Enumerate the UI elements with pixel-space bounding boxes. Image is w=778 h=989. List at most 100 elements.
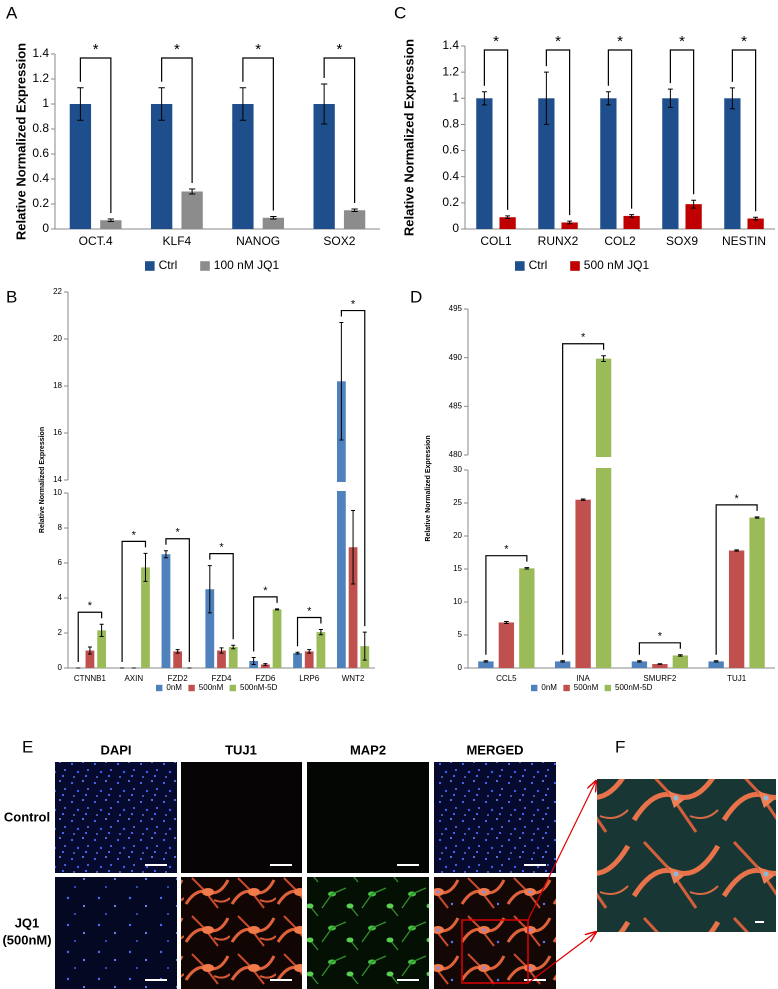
y-tick-label: 495 [449, 304, 463, 313]
y-tick-label: 14 [53, 475, 62, 484]
significance-label: * [504, 544, 509, 556]
significance-bracket [545, 49, 571, 216]
significance-bracket [715, 504, 758, 655]
significance-bracket [483, 49, 509, 210]
bar [313, 104, 335, 229]
y-tick-label: 20 [53, 334, 62, 343]
error-bar [87, 646, 92, 655]
significance-label: * [93, 41, 99, 58]
significance-label: * [351, 298, 356, 310]
micrograph [55, 762, 177, 873]
y-tick-label: 1 [42, 96, 49, 110]
error-bar [524, 567, 530, 570]
x-tick-label: SOX9 [666, 234, 698, 248]
panel-letter: B [6, 287, 17, 306]
significance-label: * [741, 33, 747, 50]
significance-label: * [88, 600, 93, 612]
bar [478, 661, 494, 668]
error-bar [307, 649, 312, 654]
y-axis-label: Relative Normalized Expression [425, 435, 432, 541]
legend-swatch [145, 261, 155, 271]
error-bar [605, 91, 611, 106]
error-bar [175, 649, 180, 654]
bar [708, 661, 724, 668]
x-tick-label: FZD4 [212, 674, 233, 683]
x-tick-label: RUNX2 [538, 234, 579, 248]
legend-swatch [531, 684, 538, 692]
legend-label: 100 nM JQ1 [214, 258, 280, 272]
significance-label: * [132, 529, 137, 541]
bar [161, 554, 171, 668]
significance-bracket [79, 57, 112, 213]
axis-break [462, 457, 775, 468]
y-tick-label: 16 [53, 428, 62, 437]
y-tick-label: 2 [58, 628, 63, 637]
zoom-box [461, 919, 529, 984]
y-tick-label: 1.4 [442, 38, 459, 52]
y-tick-label: 22 [53, 287, 62, 296]
micrograph [307, 762, 429, 873]
legend-label: 500 nM JQ1 [584, 258, 650, 272]
legend-label: Ctrl [159, 258, 178, 272]
significance-bracket [121, 540, 147, 662]
y-tick-label: 485 [449, 401, 463, 410]
bar [685, 204, 702, 229]
significance-bracket [669, 49, 695, 195]
chart: D Relative Normalized Expression 0 5 10 15 20 2… [410, 287, 775, 692]
legend-swatch [200, 261, 210, 271]
bar [600, 98, 617, 230]
y-tick-label: 20 [453, 531, 462, 540]
error-bar [543, 71, 549, 125]
error-bar [734, 549, 739, 552]
bar [69, 104, 92, 229]
x-tick-label: NANOG [236, 234, 280, 248]
significance-label: * [174, 41, 180, 58]
x-tick-label: COL1 [480, 234, 512, 248]
y-tick-label: 0.6 [442, 143, 459, 157]
error-bar [678, 654, 683, 657]
y-tick-label: 0.2 [32, 196, 49, 210]
bar [498, 622, 515, 668]
y-tick-label: 18 [53, 381, 62, 390]
error-bar [270, 216, 277, 220]
x-tick-label: CCL5 [496, 674, 517, 683]
error-bar [629, 214, 635, 218]
y-tick-label: 1.2 [442, 64, 459, 78]
charts: A Relative Normalized Expression 0 0.2 0.4 0.… [6, 3, 775, 692]
error-bar [251, 657, 256, 665]
x-tick-label: NESTIN [722, 234, 766, 248]
bar [747, 218, 764, 229]
y-tick-label: 0.4 [442, 169, 459, 183]
y-tick-label: 0 [452, 221, 459, 235]
error-bar [275, 608, 280, 611]
significance-bracket [731, 49, 757, 212]
x-tick-label: FZD6 [255, 674, 276, 683]
error-bar [351, 208, 358, 212]
bar [150, 104, 173, 229]
y-tick-label: 1 [452, 90, 459, 104]
y-tick-label: 1.4 [32, 46, 49, 60]
bar [672, 655, 689, 668]
chart: A Relative Normalized Expression 0 0.2 0.4 0.… [6, 3, 380, 272]
y-tick-label: 0 [458, 663, 463, 672]
significance-bracket [607, 49, 633, 209]
significance-bracket [77, 611, 103, 662]
error-bar [567, 220, 573, 225]
error-bar [560, 660, 565, 663]
significance-label: * [658, 631, 663, 643]
y-tick-label: 10 [53, 488, 62, 497]
error-bar [207, 565, 212, 614]
micrograph [181, 762, 302, 873]
significance-label: * [617, 33, 623, 50]
error-bar [483, 660, 489, 663]
error-bar [163, 550, 168, 559]
significance-bracket [209, 553, 234, 640]
bar [662, 98, 679, 230]
error-bar [504, 620, 509, 624]
y-tick-label: 0 [58, 663, 63, 672]
micrograph [181, 877, 302, 989]
error-bar [481, 91, 487, 106]
bar [304, 651, 314, 668]
